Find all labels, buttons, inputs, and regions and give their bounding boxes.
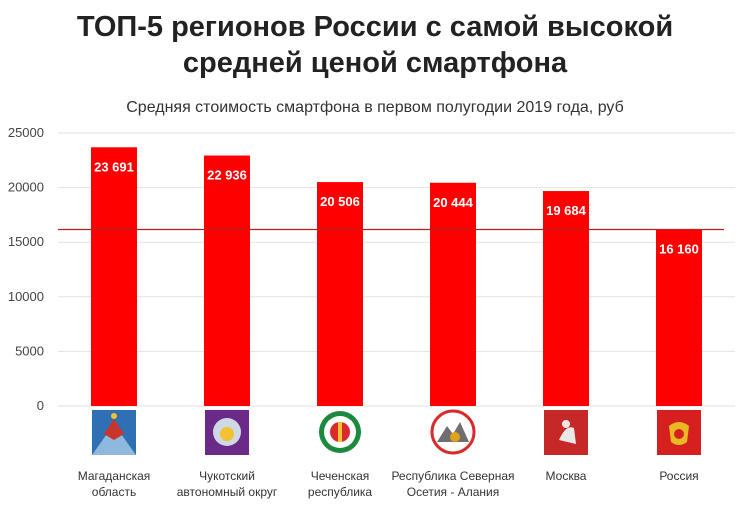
y-tick-label: 25000: [8, 125, 44, 140]
bar: [430, 182, 476, 406]
data-label: 20 444: [433, 195, 474, 210]
north-ossetia-coat-of-arms-icon: [430, 409, 476, 455]
chart-title-line-2: средней ценой смартфона: [183, 47, 568, 79]
bar: [91, 147, 137, 406]
category-label: Чукотский: [199, 469, 255, 483]
data-label: 22 936: [207, 168, 247, 183]
category-label: Республика Северная: [391, 469, 514, 483]
category-label: Россия: [659, 469, 698, 483]
y-tick-label: 5000: [15, 343, 44, 358]
bars: [91, 147, 702, 406]
data-label: 20 506: [320, 194, 360, 209]
category-label: Чеченская: [311, 469, 370, 483]
emblems: [92, 409, 701, 455]
category-labels: Магаданская область Чукотский автономный ок…: [78, 469, 699, 499]
y-axis: 0 5000 10000 15000 20000 25000: [8, 125, 44, 413]
category-label: Магаданская: [78, 469, 151, 483]
chukotka-coat-of-arms-icon: [205, 410, 249, 455]
magadan-coat-of-arms-icon: [92, 410, 136, 455]
y-tick-label: 20000: [8, 180, 44, 195]
bar: [656, 229, 702, 406]
category-label: Осетия - Алания: [407, 485, 499, 499]
data-label: 23 691: [94, 159, 134, 174]
category-label: автономный округ: [177, 485, 278, 499]
chart-subtitle: Средняя стоимость смартфона в первом пол…: [126, 99, 624, 116]
bar: [543, 191, 589, 406]
data-labels: 23 691 22 936 20 506 20 444 19 684 16 160: [94, 159, 699, 256]
bar: [204, 155, 250, 406]
y-tick-label: 15000: [8, 234, 44, 249]
data-label: 19 684: [546, 203, 587, 218]
moscow-coat-of-arms-icon: [544, 410, 588, 455]
category-label: республика: [308, 485, 373, 499]
chart-title-line-1: ТОП-5 регионов России с самой высокой: [77, 11, 673, 43]
y-tick-label: 10000: [8, 289, 44, 304]
y-tick-label: 0: [37, 398, 44, 413]
bar: [317, 182, 363, 406]
category-label: Москва: [546, 469, 587, 483]
data-label: 16 160: [659, 242, 699, 257]
category-label: область: [92, 485, 136, 499]
gridlines: [58, 132, 735, 407]
russia-coat-of-arms-icon: [657, 410, 701, 455]
chechnya-coat-of-arms-icon: [318, 410, 362, 455]
